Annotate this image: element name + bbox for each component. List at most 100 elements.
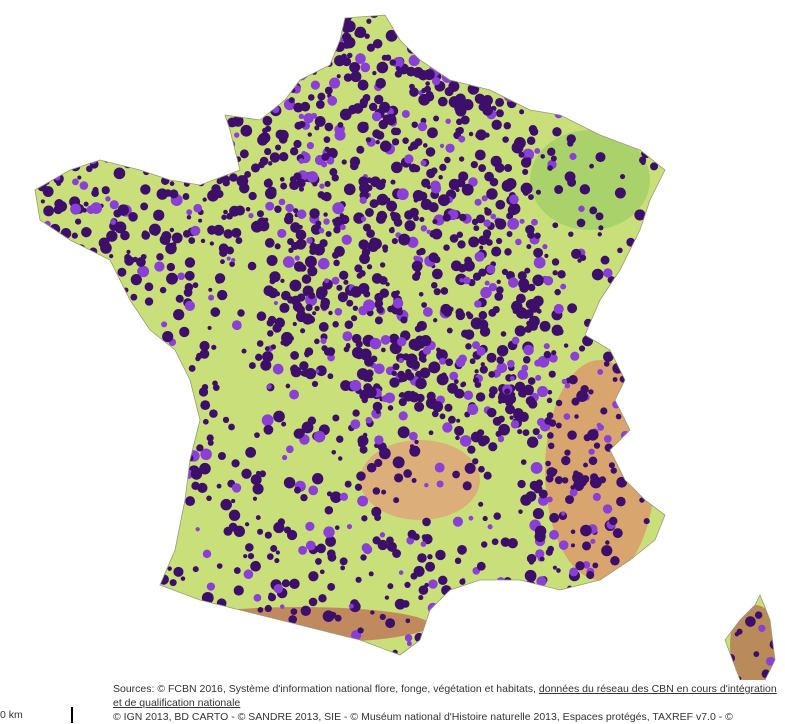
occurrence (144, 56, 152, 64)
occurrence (306, 142, 314, 150)
occurrence (131, 408, 140, 416)
occurrence (379, 140, 392, 152)
occurrence (482, 52, 495, 65)
occurrence (199, 53, 205, 59)
occurrence (531, 84, 543, 96)
occurrence (467, 403, 479, 415)
occurrence (186, 215, 192, 220)
occurrence (414, 270, 421, 277)
sources-link[interactable]: données du réseau des CBN en cours d'int… (113, 683, 777, 709)
occurrence (324, 633, 335, 644)
occurrence (359, 445, 368, 454)
occurrence (657, 87, 666, 95)
occurrence (271, 58, 281, 68)
occurrence (300, 101, 311, 112)
occurrence (481, 21, 492, 31)
occurrence (195, 663, 208, 676)
occurrence (452, 470, 460, 479)
occurrence (171, 232, 183, 244)
occurrence (408, 54, 420, 67)
occurrence (94, 15, 101, 18)
occurrence (46, 233, 52, 239)
occurrence (690, 82, 701, 94)
occurrence (222, 416, 230, 424)
occurrence (392, 363, 400, 371)
occurrence (381, 395, 389, 403)
occurrence (523, 344, 534, 356)
occurrence (339, 653, 352, 665)
occurrence (141, 15, 151, 24)
occurrence (387, 583, 394, 590)
occurrence (100, 104, 106, 110)
occurrence (570, 529, 576, 534)
occurrence (200, 675, 213, 680)
occurrence (561, 477, 569, 484)
occurrence (90, 310, 103, 322)
occurrence (80, 268, 93, 280)
occurrence (118, 411, 130, 423)
occurrence (763, 565, 770, 573)
occurrence (186, 618, 199, 630)
occurrence (72, 470, 79, 477)
occurrence (682, 454, 693, 465)
occurrence (573, 479, 585, 492)
occurrence (35, 520, 45, 533)
occurrence (79, 595, 92, 608)
occurrence (389, 333, 400, 344)
occurrence (298, 264, 307, 272)
occurrence (323, 212, 328, 217)
occurrence (157, 71, 169, 83)
occurrence (87, 388, 96, 397)
occurrence (47, 274, 53, 280)
occurrence (774, 519, 775, 529)
occurrence (459, 213, 467, 222)
occurrence (245, 447, 257, 458)
occurrence (506, 53, 514, 61)
occurrence (162, 501, 168, 507)
occurrence (573, 92, 581, 99)
occurrence (228, 423, 235, 431)
occurrence (592, 492, 601, 502)
occurrence (35, 383, 43, 392)
occurrence (576, 636, 581, 641)
occurrence (728, 280, 738, 290)
occurrence (152, 145, 163, 156)
occurrence (601, 545, 613, 557)
occurrence (504, 388, 511, 395)
occurrence (521, 64, 530, 73)
occurrence (403, 469, 412, 478)
occurrence (283, 336, 293, 345)
occurrence (120, 144, 127, 151)
occurrence (310, 80, 320, 90)
occurrence (533, 484, 543, 494)
occurrence (411, 121, 418, 128)
occurrence (281, 579, 290, 588)
occurrence (495, 97, 505, 107)
occurrence (262, 103, 269, 111)
occurrence (577, 643, 585, 651)
occurrence (667, 622, 674, 629)
occurrence (391, 161, 403, 174)
occurrence (557, 327, 562, 332)
occurrence (769, 576, 775, 582)
occurrence (380, 178, 387, 185)
occurrence (300, 328, 306, 334)
occurrence (297, 15, 307, 21)
occurrence (57, 411, 69, 424)
occurrence (208, 294, 215, 301)
occurrence (337, 291, 349, 303)
occurrence (72, 631, 83, 642)
occurrence (536, 576, 547, 587)
occurrence (718, 367, 724, 374)
occurrence (573, 623, 584, 635)
occurrence (317, 191, 325, 199)
occurrence (352, 103, 364, 114)
occurrence (444, 58, 455, 70)
occurrence (724, 467, 733, 475)
occurrence (127, 483, 139, 494)
occurrence (729, 59, 736, 66)
occurrence (409, 42, 421, 54)
occurrence (457, 613, 463, 619)
occurrence (267, 66, 279, 77)
occurrence (524, 64, 529, 70)
